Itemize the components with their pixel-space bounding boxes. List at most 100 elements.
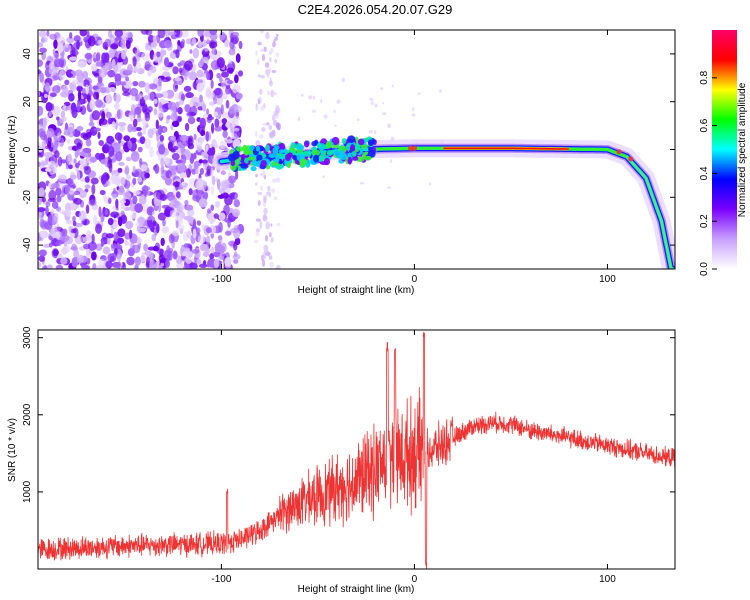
- spectrogram-cell: [76, 85, 83, 92]
- spectrogram-cell: [223, 204, 231, 216]
- spectrogram-cell: [164, 177, 173, 186]
- spectrogram-cell: [114, 247, 118, 255]
- spectrogram-cell: [220, 170, 227, 176]
- spectrogram-cell: [74, 148, 79, 159]
- spectrogram-cell: [88, 121, 95, 127]
- spectrogram-cell: [257, 199, 261, 207]
- spectrogram-cell: [224, 139, 234, 144]
- spectrogram-cell: [265, 251, 271, 256]
- spectrogram-cell: [113, 231, 118, 242]
- spectrogram-cell: [214, 201, 221, 208]
- snr-series-line: [37, 332, 676, 569]
- spectrogram-cell: [56, 195, 62, 203]
- spectrogram-cell: [160, 164, 165, 175]
- spectrogram-cell: [331, 136, 340, 146]
- spectrogram-cell: [382, 101, 385, 105]
- spectrogram-cell: [107, 117, 112, 125]
- spectrogram-cell: [77, 70, 82, 78]
- spectrogram-cell: [120, 177, 126, 186]
- spectrogram-cell: [110, 43, 119, 50]
- spectrogram-cell: [132, 234, 138, 244]
- spectrogram-cell: [89, 99, 96, 110]
- spectrogram-cell: [172, 250, 178, 260]
- spectrogram-cell: [158, 124, 163, 136]
- spectrogram-cell: [156, 131, 160, 142]
- spectrogram-cell: [180, 93, 185, 102]
- spectrogram-cell: [138, 157, 143, 165]
- spectrogram-cell: [160, 157, 165, 167]
- spectrogram-cell: [175, 220, 179, 229]
- spectrogram-cell: [196, 227, 201, 234]
- spectrogram-cell: [158, 144, 166, 155]
- spectrogram-cell: [166, 115, 171, 120]
- spectrogram-cell: [349, 144, 356, 152]
- spectrogram-cell: [197, 30, 204, 37]
- spectrogram-cell: [38, 198, 42, 206]
- spectrogram-cell: [91, 65, 98, 72]
- spectrogram-cell: [95, 223, 103, 234]
- spectrogram-cell: [90, 177, 99, 185]
- spectrogram-cell: [269, 131, 273, 139]
- spectrogram-cell: [77, 79, 85, 87]
- spectrogram-cell: [616, 149, 622, 155]
- spectrogram-cell: [351, 150, 357, 157]
- spectrogram-cell: [84, 184, 91, 189]
- spectrogram-cell: [199, 117, 207, 129]
- spectrogram-cell: [38, 255, 46, 262]
- spectrogram-cell: [220, 242, 227, 253]
- spectrogram-cell: [95, 152, 101, 160]
- spectrogram-cell: [224, 256, 232, 267]
- spectrogram-cell: [192, 47, 199, 59]
- spectrogram-cell: [162, 218, 166, 227]
- spectrogram-cell: [82, 243, 91, 250]
- spectrogram-cell: [210, 79, 214, 89]
- spectrogram-cell: [114, 36, 122, 41]
- spectrogram-cell: [73, 158, 77, 164]
- spectrogram-cell: [41, 50, 46, 61]
- spectrogram-cell: [359, 182, 365, 185]
- spectrogram-cell: [144, 82, 150, 94]
- spectrogram-cell: [232, 151, 240, 159]
- spectrogram-cell: [391, 84, 394, 88]
- spectrogram-cell: [38, 261, 42, 268]
- spectrogram-cell: [164, 30, 171, 38]
- spectrogram-cell: [67, 177, 72, 187]
- spectrogram-cell: [151, 233, 157, 242]
- spectrogram-cell: [213, 213, 219, 219]
- spectrogram-cell: [339, 149, 344, 158]
- spectrogram-cell: [257, 57, 260, 66]
- spectrogram-cell: [76, 39, 80, 50]
- spectrogram-cell: [202, 103, 207, 112]
- spectrogram-cell: [269, 80, 273, 87]
- spectrogram-cell: [104, 209, 108, 216]
- spectrogram-cell: [94, 99, 103, 108]
- spectrogram-cell: [334, 124, 337, 127]
- spectrogram-cell: [411, 145, 417, 151]
- snr-y-axis-label: SNR (10 * v/v): [7, 418, 18, 482]
- spectrogram-cell: [192, 228, 197, 239]
- spectrogram-cell: [81, 264, 90, 269]
- snr-x-tick-label: -100: [211, 574, 231, 585]
- spectrogram-cell: [50, 228, 59, 239]
- spectrogram-cell: [73, 190, 81, 196]
- spectrogram-cell: [77, 149, 81, 156]
- spectrogram-cell: [147, 44, 153, 52]
- spectrogram-cell: [218, 212, 226, 221]
- spectrogram-cell: [112, 221, 118, 229]
- spectrogram-cell: [316, 143, 323, 148]
- spectrogram-x-tick-label: 0: [412, 274, 418, 285]
- spectrogram-cell: [73, 197, 82, 205]
- colorbar-tick-label: 0.0: [699, 262, 710, 276]
- spectrogram-cell: [275, 264, 281, 269]
- spectrogram-cell: [250, 166, 257, 172]
- spectrogram-cell: [181, 251, 189, 257]
- spectrogram-cell: [262, 170, 266, 177]
- spectrogram-cell: [267, 185, 271, 192]
- spectrogram-cell: [60, 257, 68, 265]
- spectrogram-cell: [111, 121, 116, 128]
- spectrogram-cell: [105, 111, 112, 119]
- spectrogram-cell: [140, 30, 150, 35]
- spectrogram-cell: [157, 30, 166, 39]
- spectrogram-cell: [181, 69, 190, 77]
- spectrogram-x-tick-label: -100: [211, 274, 231, 285]
